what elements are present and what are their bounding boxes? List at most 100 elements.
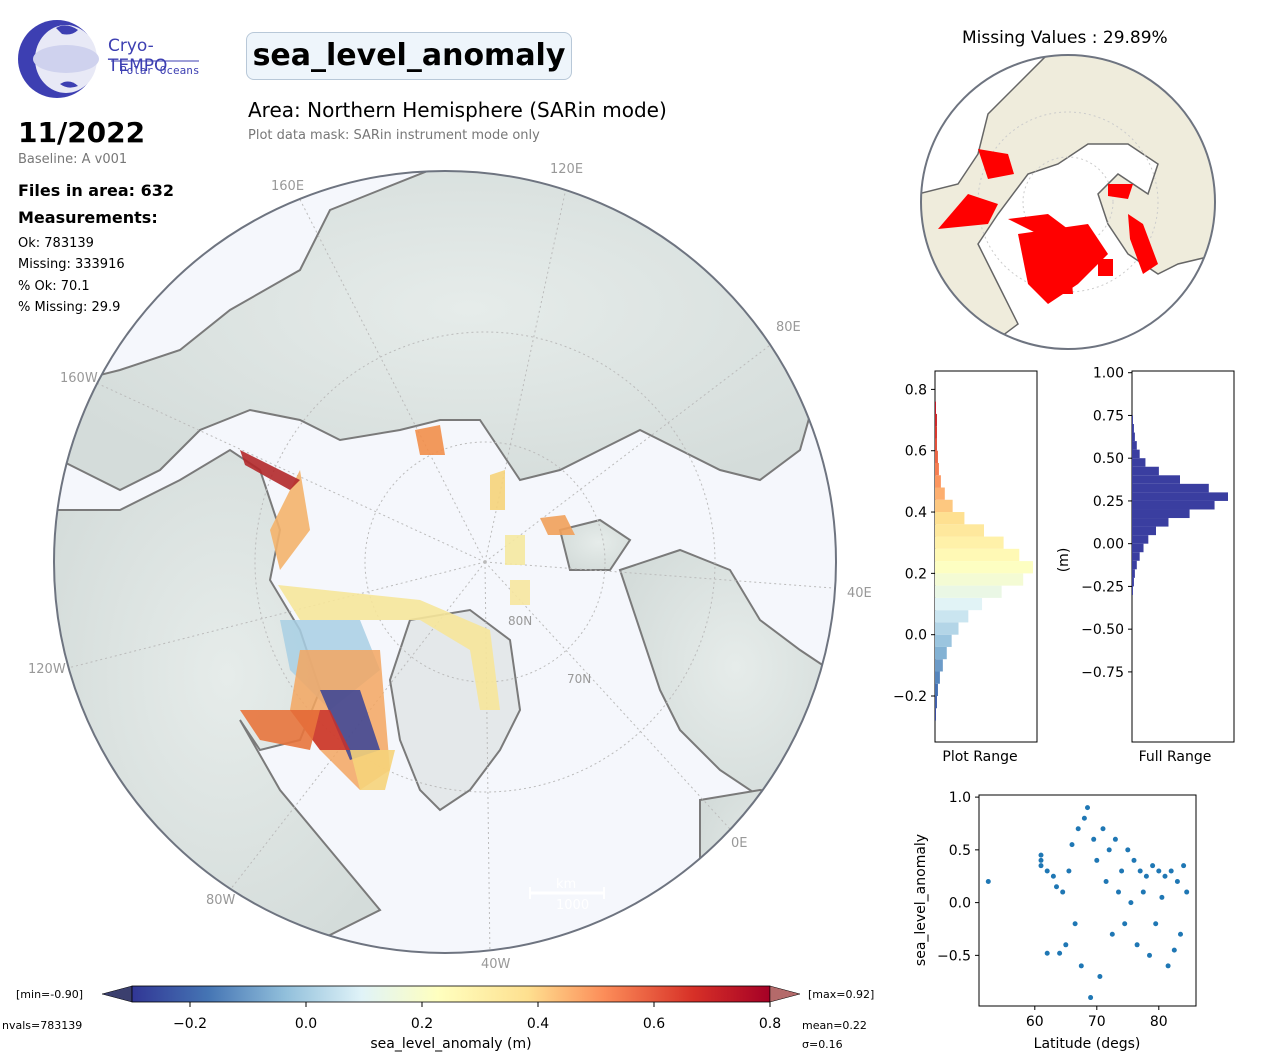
scatter-point bbox=[1078, 963, 1084, 969]
hist1-tick-label: 0.6 bbox=[905, 444, 927, 460]
scatter-point bbox=[1085, 805, 1090, 811]
hist1-bar bbox=[935, 708, 936, 721]
hist1-bar bbox=[935, 610, 969, 623]
scatter-point bbox=[1072, 921, 1078, 927]
hist2-tick-label: 0.00 bbox=[1093, 537, 1124, 553]
scatter-ytick-label: 0.5 bbox=[949, 843, 971, 859]
hist1-bar bbox=[935, 561, 1033, 574]
missing-map-land bbox=[921, 55, 1215, 349]
lat-label-80n: 80N bbox=[508, 614, 532, 628]
baseline-label: Baseline: A v001 bbox=[18, 152, 128, 167]
hist2-tick-label: 0.50 bbox=[1093, 451, 1124, 467]
hist2-tick-label: 0.25 bbox=[1093, 494, 1124, 510]
scatter-point bbox=[1103, 879, 1109, 885]
hist2-bar bbox=[1132, 560, 1137, 570]
scatter-point bbox=[1137, 868, 1143, 874]
hist1-bar bbox=[935, 462, 939, 476]
sla-tracks bbox=[240, 425, 575, 790]
hist2-bar bbox=[1132, 569, 1135, 578]
hist2-tick-label: −0.50 bbox=[1081, 622, 1124, 638]
missing-count: Missing: 333916 bbox=[18, 257, 125, 272]
scatter-point bbox=[985, 879, 991, 885]
lon-label-0e: 0E bbox=[731, 836, 748, 851]
lat-label-70n: 70N bbox=[567, 672, 591, 686]
parameter-title: sea_level_anomaly bbox=[246, 32, 572, 80]
hist2-bar bbox=[1132, 466, 1159, 476]
hist2-bar bbox=[1132, 543, 1144, 553]
hist2-bar bbox=[1132, 500, 1215, 510]
hist2-bar bbox=[1132, 577, 1134, 587]
hist2-bar bbox=[1132, 441, 1137, 450]
area-title: Area: Northern Hemisphere (SARin mode) bbox=[248, 98, 667, 122]
hist2-frame bbox=[1131, 370, 1235, 743]
scatter-point bbox=[1097, 973, 1103, 979]
scatter-point bbox=[1134, 942, 1140, 948]
scatter-ytick-label: 1.0 bbox=[949, 790, 971, 806]
logo-globe-icon bbox=[18, 20, 199, 98]
lon-label-40e: 40E bbox=[847, 586, 872, 601]
lon-label-160w: 160W bbox=[60, 371, 98, 386]
graticule bbox=[59, 171, 836, 953]
scatter-frame bbox=[978, 794, 1197, 1007]
scatter-point bbox=[1159, 894, 1165, 900]
scale-bar: km 1000 bbox=[529, 877, 605, 913]
scatter-point bbox=[1178, 931, 1183, 937]
missing-values-map bbox=[920, 54, 1216, 350]
hist2-bar bbox=[1132, 518, 1169, 527]
hist2-bar bbox=[1132, 535, 1149, 544]
mask-note: Plot data mask: SARin instrument mode on… bbox=[248, 128, 540, 143]
colorbar-max-label: [max=0.92] bbox=[808, 988, 875, 1001]
hist1-bar bbox=[935, 573, 1024, 586]
scatter-point bbox=[1116, 889, 1121, 895]
missing-data-areas bbox=[938, 149, 1158, 304]
colorbar-gradient bbox=[131, 985, 771, 1003]
lon-label-80e: 80E bbox=[776, 320, 801, 335]
pct-missing: % Missing: 29.9 bbox=[18, 300, 121, 315]
hist1-xlabel: Plot Range bbox=[942, 749, 1017, 765]
colorbar-min-arrow bbox=[101, 985, 133, 1003]
scatter-point bbox=[1181, 863, 1187, 869]
hist1-tick-label: 0.8 bbox=[905, 382, 927, 398]
files-label: Files in area: 632 bbox=[18, 181, 174, 200]
hist1-bar bbox=[935, 413, 937, 427]
hist1-bar bbox=[935, 671, 940, 684]
scatter-point bbox=[1168, 868, 1174, 874]
measurements-heading: Measurements: bbox=[18, 208, 158, 227]
scatter-point bbox=[1044, 868, 1050, 874]
hist1-bar bbox=[935, 548, 1020, 562]
scatter-point bbox=[1075, 826, 1081, 832]
hist2-bar bbox=[1132, 458, 1146, 467]
hist2-bar bbox=[1132, 424, 1134, 433]
hist1-bar bbox=[935, 438, 937, 451]
polar-map: 80N 70N km 1000 120E 160E 80E 160W 40E 1… bbox=[28, 162, 872, 972]
hist1-bar bbox=[935, 401, 936, 414]
scatter-point bbox=[1171, 947, 1177, 953]
hist1-bar bbox=[935, 585, 1002, 598]
hist1-bar bbox=[935, 512, 965, 525]
scatter-xtick-label: 70 bbox=[1088, 1014, 1106, 1030]
scatter-point bbox=[1044, 950, 1050, 956]
scatter-point bbox=[1147, 952, 1152, 958]
logo-subtitle: Polar Oceans bbox=[120, 64, 200, 77]
scale-bar-unit: km bbox=[556, 877, 576, 892]
colorbar-tick-label: −0.2 bbox=[173, 1016, 207, 1032]
colorbar-max-arrow bbox=[769, 985, 801, 1003]
hist2-bar bbox=[1132, 509, 1190, 519]
hist1-tick-label: 0.4 bbox=[905, 505, 927, 521]
map-border bbox=[53, 170, 837, 954]
scatter-point bbox=[1038, 863, 1044, 869]
hist2-xlabel: Full Range bbox=[1139, 749, 1212, 765]
lon-label-80w: 80W bbox=[206, 893, 236, 908]
colorbar-mean: mean=0.22 bbox=[802, 1019, 867, 1032]
colorbar-tick-label: 0.4 bbox=[527, 1016, 549, 1032]
hist1-bar bbox=[935, 536, 1004, 549]
hist2-bar bbox=[1132, 432, 1135, 442]
lon-label-120e: 120E bbox=[550, 162, 583, 177]
colorbar: −0.2 0.0 0.2 0.4 0.6 0.8 sea_level_anomaly (m… bbox=[101, 985, 801, 1052]
land-siberia-alaska bbox=[54, 171, 822, 492]
scatter-point bbox=[1184, 889, 1190, 895]
scatter-point bbox=[1162, 873, 1168, 879]
missing-map-title: Missing Values : 29.89% bbox=[962, 28, 1168, 48]
scatter-point bbox=[1069, 842, 1075, 848]
colorbar-nvals: nvals=783139 bbox=[2, 1019, 83, 1032]
